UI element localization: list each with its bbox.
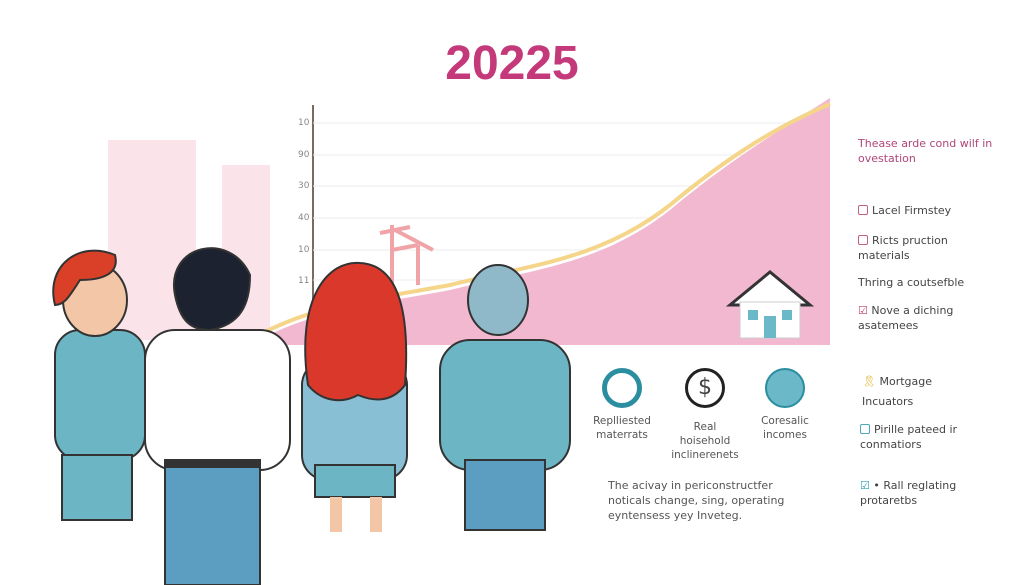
- checkmark-icon[interactable]: ☑: [858, 304, 868, 317]
- checklist-item[interactable]: Lacel Firmstey: [858, 203, 951, 218]
- person-red-hair: [52, 249, 146, 521]
- headline-year: 20225: [445, 37, 579, 90]
- checkbox[interactable]: [860, 424, 870, 434]
- people-illustration: [52, 247, 571, 585]
- house-cycle-icon: [602, 368, 642, 408]
- y-tick: 11: [298, 276, 310, 286]
- y-tick: 40: [298, 213, 310, 223]
- icon-label: Coresalic incomes: [761, 415, 809, 441]
- item-label: Pirille pateed ir conmatiors: [860, 423, 958, 451]
- house-icon: [725, 270, 815, 339]
- y-tick: 10: [298, 118, 310, 128]
- house-circle-icon: [765, 368, 805, 408]
- annotation-text: Thring a coutsefble: [858, 276, 965, 289]
- dollar-medal-icon: $: [685, 368, 725, 408]
- checklist-item[interactable]: Ricts pruction materials: [858, 233, 968, 263]
- crane-icon: [379, 225, 434, 285]
- y-tick: 90: [298, 150, 310, 160]
- y-tick: 30: [298, 181, 310, 191]
- mortgage-heading: 🎗 Mortgage Incuators: [862, 375, 932, 408]
- icon-label: Real hoisehold inclinerenets: [671, 421, 739, 461]
- checkmark-icon[interactable]: ☑: [860, 479, 870, 492]
- checkbox[interactable]: [858, 205, 868, 215]
- person-long-red-hair: [301, 261, 408, 532]
- checkbox[interactable]: [858, 235, 868, 245]
- checklist-item[interactable]: Pirille pateed ir conmatiors: [860, 422, 970, 452]
- person-white-shirt: [144, 247, 291, 585]
- checklist-item[interactable]: ☑ • Rall reglating protaretbs: [860, 478, 970, 508]
- top-note: Thease arde cond wilf in ovestation: [858, 137, 993, 165]
- description-paragraph: The acivay in periconstructfer noticals …: [608, 479, 785, 522]
- y-tick: 10: [298, 245, 310, 255]
- icon-card: Replliested materrats: [592, 368, 652, 442]
- icon-card: Coresalic incomes: [755, 368, 815, 442]
- icon-card: $ Real hoisehold inclinerenets: [670, 368, 740, 462]
- checklist-item[interactable]: ☑ Nove a diching asatemees: [858, 303, 968, 333]
- area-fill: [250, 98, 830, 345]
- icon-label: Replliested materrats: [593, 415, 651, 441]
- item-label: Ricts pruction materials: [858, 234, 948, 262]
- item-label: Lacel Firmstey: [872, 204, 952, 217]
- ribbon-badge-icon: 🎗: [862, 375, 876, 388]
- item-label: Nove a diching asatemees: [858, 304, 954, 332]
- item-label: • Rall reglating protaretbs: [860, 479, 957, 507]
- person-grey-hair: [439, 264, 571, 531]
